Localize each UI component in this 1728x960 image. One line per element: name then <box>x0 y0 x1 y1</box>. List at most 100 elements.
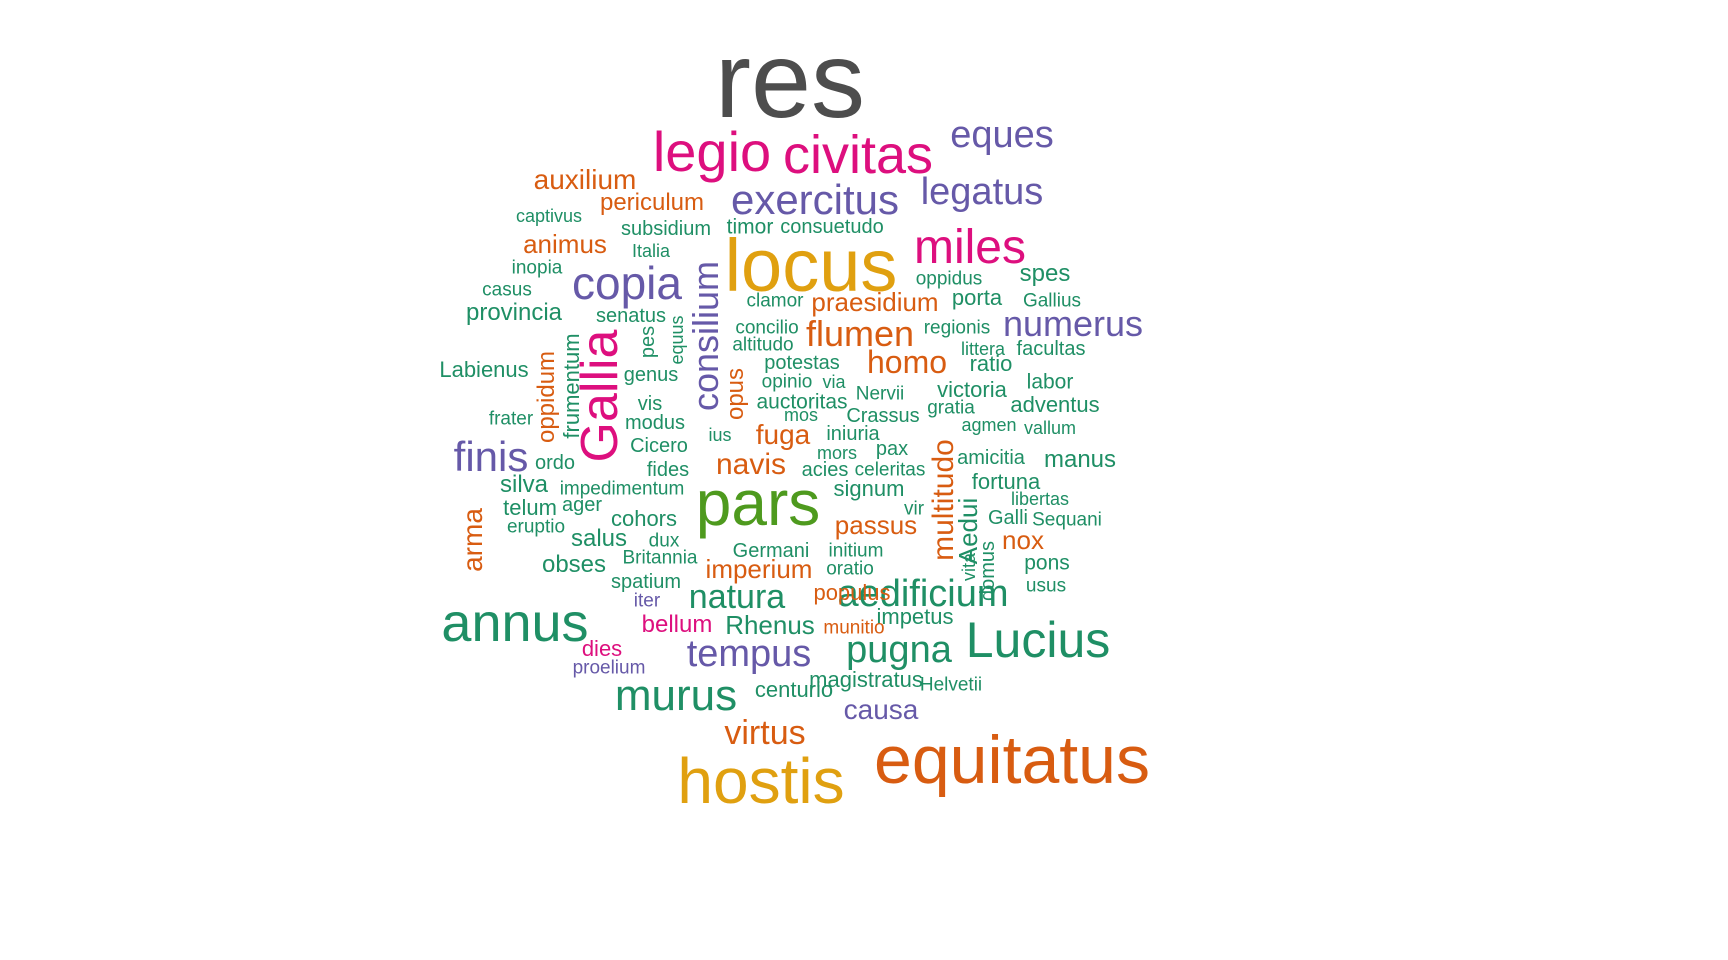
word-galli: Galli <box>987 507 1029 529</box>
word-passus: passus <box>834 510 918 540</box>
word-signum: signum <box>833 476 905 501</box>
word-facultas: facultas <box>1016 338 1086 360</box>
word-equitatus: equitatus <box>874 722 1150 798</box>
word-pugna: pugna <box>846 629 952 671</box>
word-auxilium: auxilium <box>533 164 637 195</box>
word-spes: spes <box>1019 260 1071 287</box>
word-labienus: Labienus <box>439 357 529 382</box>
word-flumen: flumen <box>805 313 915 354</box>
word-vis: vis <box>637 393 663 415</box>
word-inopia: inopia <box>511 257 563 279</box>
word-imperium: imperium <box>705 554 813 584</box>
word-cicero: Cicero <box>630 435 688 457</box>
word-opinio: opinio <box>761 371 813 393</box>
word-impetus: impetus <box>876 604 954 629</box>
word-cohors: cohors <box>610 506 678 531</box>
word-dux: dux <box>648 530 680 552</box>
word-ratio: ratio <box>969 351 1013 376</box>
word-via: via <box>822 372 846 392</box>
word-murus: murus <box>614 671 738 720</box>
word-pars: pars <box>695 467 821 539</box>
word-potestas: potestas <box>764 352 840 374</box>
word-littera: littera <box>960 339 1006 359</box>
word-regionis: regionis <box>923 317 991 339</box>
word-subsidium: subsidium <box>620 218 712 240</box>
word-altitudo: altitudo <box>732 334 794 356</box>
word-germani: Germani <box>732 540 810 562</box>
word-legio: legio <box>652 120 772 183</box>
word-fides: fides <box>646 459 690 481</box>
word-iniuria: iniuria <box>826 423 880 445</box>
word-libertas: libertas <box>1010 489 1070 509</box>
word-exercitus: exercitus <box>730 176 900 223</box>
word-equus: equus <box>667 315 687 365</box>
word-tempus: tempus <box>686 633 812 675</box>
word-centurio: centurio <box>754 677 834 702</box>
word-locus: locus <box>724 224 898 307</box>
word-casus: casus <box>482 279 532 301</box>
word-clamor: clamor <box>746 290 804 312</box>
word-labor: labor <box>1026 370 1074 394</box>
word-magistratus: magistratus <box>809 667 923 692</box>
word-miles: miles <box>913 221 1027 274</box>
word-britannia: Britannia <box>622 547 698 569</box>
word-ius: ius <box>708 425 732 445</box>
word-auctoritas: auctoritas <box>756 390 848 414</box>
word-praesidium: praesidium <box>811 287 939 317</box>
word-munitio: munitio <box>823 617 885 639</box>
word-arma: arma <box>457 508 488 572</box>
word-provincia: provincia <box>465 299 563 326</box>
word-manus: manus <box>1043 446 1117 473</box>
word-concilio: concilio <box>735 317 799 339</box>
word-crassus: Crassus <box>846 405 920 427</box>
word-sequani: Sequani <box>1032 509 1102 531</box>
word-dies: dies <box>581 636 623 661</box>
word-vallum: vallum <box>1023 418 1077 438</box>
word-natura: natura <box>688 578 786 616</box>
word-oppidum: oppidum <box>533 350 560 444</box>
word-opus: opus <box>722 367 749 421</box>
word-bellum: bellum <box>641 611 713 638</box>
word-populus: populus <box>813 580 891 605</box>
word-initium: initium <box>828 540 884 562</box>
word-obses: obses <box>541 551 607 578</box>
word-res: res <box>714 19 866 140</box>
word-ager: ager <box>561 494 603 516</box>
word-nervii: Nervii <box>855 383 905 405</box>
word-mos: mos <box>783 405 819 425</box>
word-eques: eques <box>950 114 1054 156</box>
word-periculum: periculum <box>599 189 705 216</box>
word-iter: iter <box>633 590 661 612</box>
word-usus: usus <box>1025 575 1067 597</box>
word-gratia: gratia <box>927 397 975 419</box>
word-mors: mors <box>817 443 857 463</box>
word-impedimentum: impedimentum <box>559 478 685 500</box>
word-timor: timor <box>726 215 774 239</box>
word-annus: annus <box>441 593 589 653</box>
word-nox: nox <box>1002 525 1044 555</box>
word-copia: copia <box>572 257 682 309</box>
word-proelium: proelium <box>572 657 646 679</box>
word-vir: vir <box>903 498 925 520</box>
word-consilium: consilium <box>685 260 726 412</box>
word-ordo: ordo <box>534 452 576 474</box>
word-frater: frater <box>488 408 534 430</box>
word-modus: modus <box>624 412 686 434</box>
word-civitas: civitas <box>782 125 934 185</box>
word-homo: homo <box>866 344 948 380</box>
word-spatium: spatium <box>610 571 682 593</box>
word-porta: porta <box>951 285 1003 310</box>
word-senatus: senatus <box>595 305 667 327</box>
word-virtus: virtus <box>724 714 806 752</box>
word-helvetii: Helvetii <box>919 674 983 696</box>
word-fortuna: fortuna <box>971 469 1041 494</box>
word-aedificium: aedificium <box>837 573 1009 615</box>
word-adventus: adventus <box>1010 392 1100 417</box>
word-oppidus: oppidus <box>915 268 983 290</box>
word-acies: acies <box>801 459 849 481</box>
word-rhenus: Rhenus <box>725 610 815 640</box>
word-amicitia: amicitia <box>957 447 1025 469</box>
word-numerus: numerus <box>1002 303 1144 344</box>
word-animus: animus <box>523 229 607 259</box>
